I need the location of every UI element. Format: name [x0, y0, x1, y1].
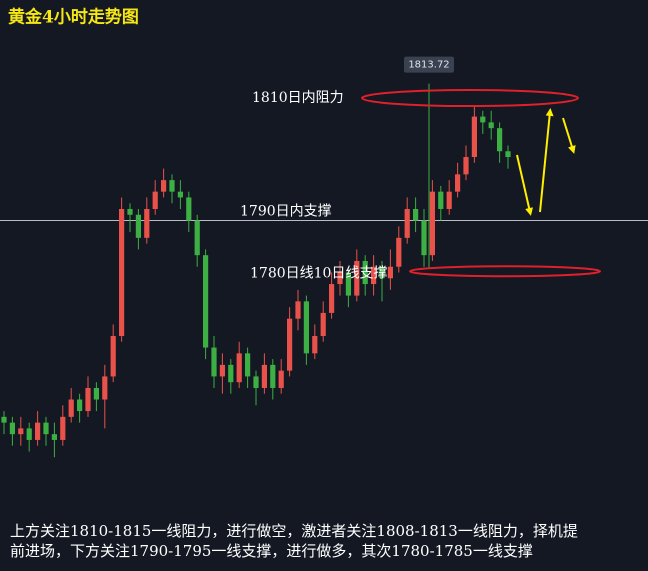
- candle-body: [295, 301, 301, 319]
- candle-body: [345, 272, 351, 296]
- candle-body: [253, 376, 259, 388]
- annotation-label: 1810日内阻力: [252, 90, 344, 106]
- candle-body: [480, 116, 486, 123]
- candle-body: [371, 266, 377, 285]
- candle-body: [1, 416, 7, 423]
- crosshair-label-box: [404, 56, 454, 73]
- resistance-ellipse: [361, 89, 579, 108]
- candle-body: [379, 266, 385, 279]
- candle-body: [144, 208, 150, 238]
- candle-body: [68, 399, 74, 417]
- annotation-label: 1790日内支撑: [240, 204, 332, 220]
- candle-body: [85, 387, 91, 412]
- candle-body: [110, 336, 116, 377]
- candle-body: [270, 364, 276, 388]
- candle-body: [51, 434, 57, 440]
- candle-body: [287, 318, 293, 371]
- candle-body: [219, 364, 225, 377]
- candle-body: [236, 353, 242, 383]
- arrows: [516, 108, 576, 216]
- arrow: [562, 117, 576, 154]
- candle-body: [186, 197, 192, 221]
- candle-body: [455, 174, 461, 192]
- candle-body: [438, 191, 444, 209]
- candle-body: [488, 122, 494, 129]
- annotation-label: 1780日线10日线支撑: [250, 265, 387, 281]
- candle-body: [303, 301, 309, 354]
- candle-body: [203, 255, 209, 348]
- candle-body: [35, 422, 41, 440]
- candle-body: [18, 428, 24, 435]
- caption-line: 前进场，下方关注1790-1795一线支撑，进行做多，其次1780-1785一线…: [10, 542, 533, 560]
- candle-body: [362, 260, 368, 285]
- candle-body: [135, 214, 141, 238]
- candle-body: [387, 266, 393, 279]
- candle-body: [161, 180, 167, 192]
- candle-body: [404, 208, 410, 238]
- candle-body: [354, 260, 360, 296]
- candle-body: [278, 370, 284, 388]
- candle-body: [169, 180, 175, 192]
- candle-body: [102, 376, 108, 400]
- crosshair-label: 1813.72: [408, 60, 449, 71]
- candle-body: [9, 422, 15, 435]
- candle-body: [329, 284, 335, 313]
- candle-body: [228, 364, 234, 383]
- candle-body: [396, 237, 402, 267]
- candle-body: [505, 151, 511, 158]
- support-ellipse: [409, 265, 601, 278]
- candle-body: [471, 116, 477, 158]
- candle-body: [446, 191, 452, 209]
- candle-body: [337, 272, 343, 285]
- candle-body: [177, 191, 183, 198]
- candle-body: [312, 336, 318, 354]
- candle-body: [152, 191, 158, 209]
- caption-line: 上方关注1810-1815一线阻力，进行做空，激进者关注1808-1813一线阻…: [10, 522, 578, 540]
- candle-body: [211, 347, 217, 377]
- candle-body: [194, 220, 200, 256]
- arrow: [539, 108, 554, 213]
- chart-title: 黄金4小时走势图: [8, 7, 139, 28]
- candle-body: [93, 387, 99, 400]
- candle-body: [60, 416, 66, 440]
- candle-body: [26, 428, 32, 440]
- candle-body: [497, 128, 503, 152]
- candle-body: [245, 353, 251, 377]
- candle-body: [463, 157, 469, 175]
- candle-body: [43, 422, 49, 435]
- arrow: [516, 154, 534, 216]
- candle-body: [77, 399, 83, 412]
- candle-body: [261, 364, 267, 388]
- candle-body: [119, 208, 125, 337]
- candle-body: [320, 312, 326, 337]
- candle-body: [421, 220, 427, 256]
- candle-body: [413, 208, 419, 221]
- candle-body: [429, 191, 435, 256]
- candle-body: [127, 208, 133, 215]
